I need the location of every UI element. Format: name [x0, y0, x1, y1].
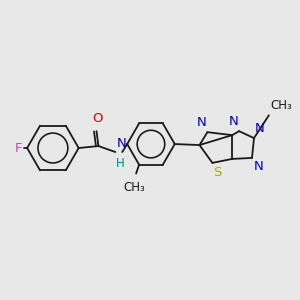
Text: H: H: [116, 157, 125, 170]
Text: O: O: [92, 112, 103, 125]
Text: CH₃: CH₃: [271, 99, 292, 112]
Text: N: N: [255, 122, 265, 135]
Text: F: F: [15, 142, 22, 154]
Text: N: N: [228, 115, 238, 128]
Text: N: N: [116, 137, 126, 150]
Text: S: S: [213, 166, 222, 179]
Text: N: N: [197, 116, 206, 129]
Text: N: N: [254, 160, 264, 173]
Text: CH₃: CH₃: [123, 182, 145, 194]
